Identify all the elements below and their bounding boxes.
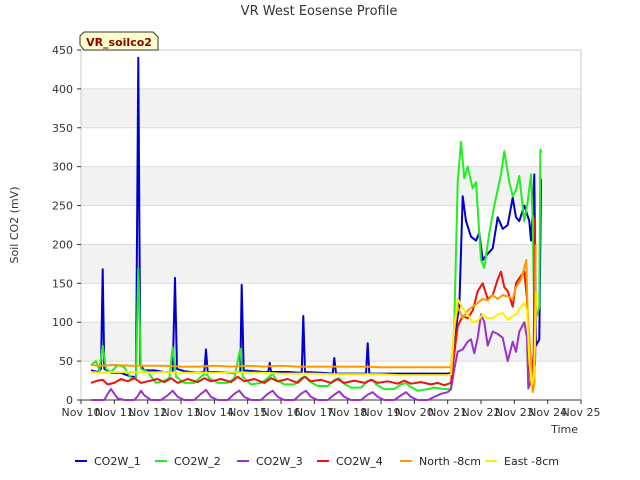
- y-tick-label: 200: [52, 238, 73, 251]
- x-tick-label: Nov 13: [162, 406, 201, 419]
- x-tick-label: Nov 11: [95, 406, 134, 419]
- y-tick-label: 50: [59, 355, 73, 368]
- x-tick-label: Nov 15: [228, 406, 267, 419]
- legend-label: CO2W_3: [256, 455, 303, 468]
- station-badge: VR_soilco2: [79, 31, 159, 51]
- x-tick-label: Nov 14: [195, 406, 234, 419]
- x-tick-label: Nov 12: [128, 406, 167, 419]
- y-tick-label: 450: [52, 44, 73, 57]
- series-line-north-8cm: [90, 244, 537, 394]
- plot-band: [81, 88, 581, 128]
- legend-label: CO2W_4: [336, 455, 383, 468]
- station-badge-label: VR_soilco2: [86, 36, 152, 49]
- y-axis: 0 50 100 150 200 250 300 350 400 450: [52, 44, 81, 407]
- y-tick-label: 300: [52, 161, 73, 174]
- x-tick-label: Nov 22: [462, 406, 501, 419]
- series-line-co2w-1: [90, 56, 542, 378]
- series-line-co2w-4: [90, 217, 536, 387]
- legend: CO2W_1 CO2W_2 CO2W_3 CO2W_4 North -8cm East -…: [75, 455, 559, 468]
- legend-label: North -8cm: [419, 455, 481, 468]
- x-tick-label: Nov 19: [362, 406, 401, 419]
- y-tick-label: 250: [52, 200, 73, 213]
- plot-band: [81, 127, 581, 167]
- x-tick-label: Nov 25: [562, 406, 601, 419]
- y-axis-label: Soil CO2 (mV): [8, 187, 21, 264]
- legend-label: East -8cm: [504, 455, 559, 468]
- x-tick-label: Nov 18: [328, 406, 367, 419]
- x-tick-label: Nov 10: [62, 406, 101, 419]
- x-tick-label: Nov 24: [528, 406, 567, 419]
- plot-band: [81, 50, 581, 89]
- x-tick-label: Nov 21: [428, 406, 467, 419]
- plot-band: [81, 283, 581, 323]
- plot-band: [81, 166, 581, 206]
- legend-label: CO2W_2: [174, 455, 221, 468]
- plot-band: [81, 205, 581, 245]
- x-axis-label: Time: [550, 423, 578, 436]
- x-tick-label: Nov 20: [395, 406, 434, 419]
- series-line-co2w-3: [91, 291, 538, 401]
- y-tick-label: 0: [66, 394, 73, 407]
- x-tick-label: Nov 23: [495, 406, 534, 419]
- series-lines: [90, 56, 543, 401]
- legend-label: CO2W_1: [94, 455, 141, 468]
- plot-band: [81, 322, 581, 362]
- chart-title: VR West Eosense Profile: [241, 4, 398, 19]
- x-tick-label: Nov 16: [262, 406, 301, 419]
- y-tick-label: 150: [52, 277, 73, 290]
- plot-background-bands: [81, 50, 581, 400]
- series-line-east-8cm: [90, 291, 538, 386]
- y-tick-label: 400: [52, 83, 73, 96]
- x-tick-label: Nov 17: [295, 406, 334, 419]
- plot-band: [81, 244, 581, 284]
- y-tick-label: 100: [52, 316, 73, 329]
- y-tick-label: 350: [52, 122, 73, 135]
